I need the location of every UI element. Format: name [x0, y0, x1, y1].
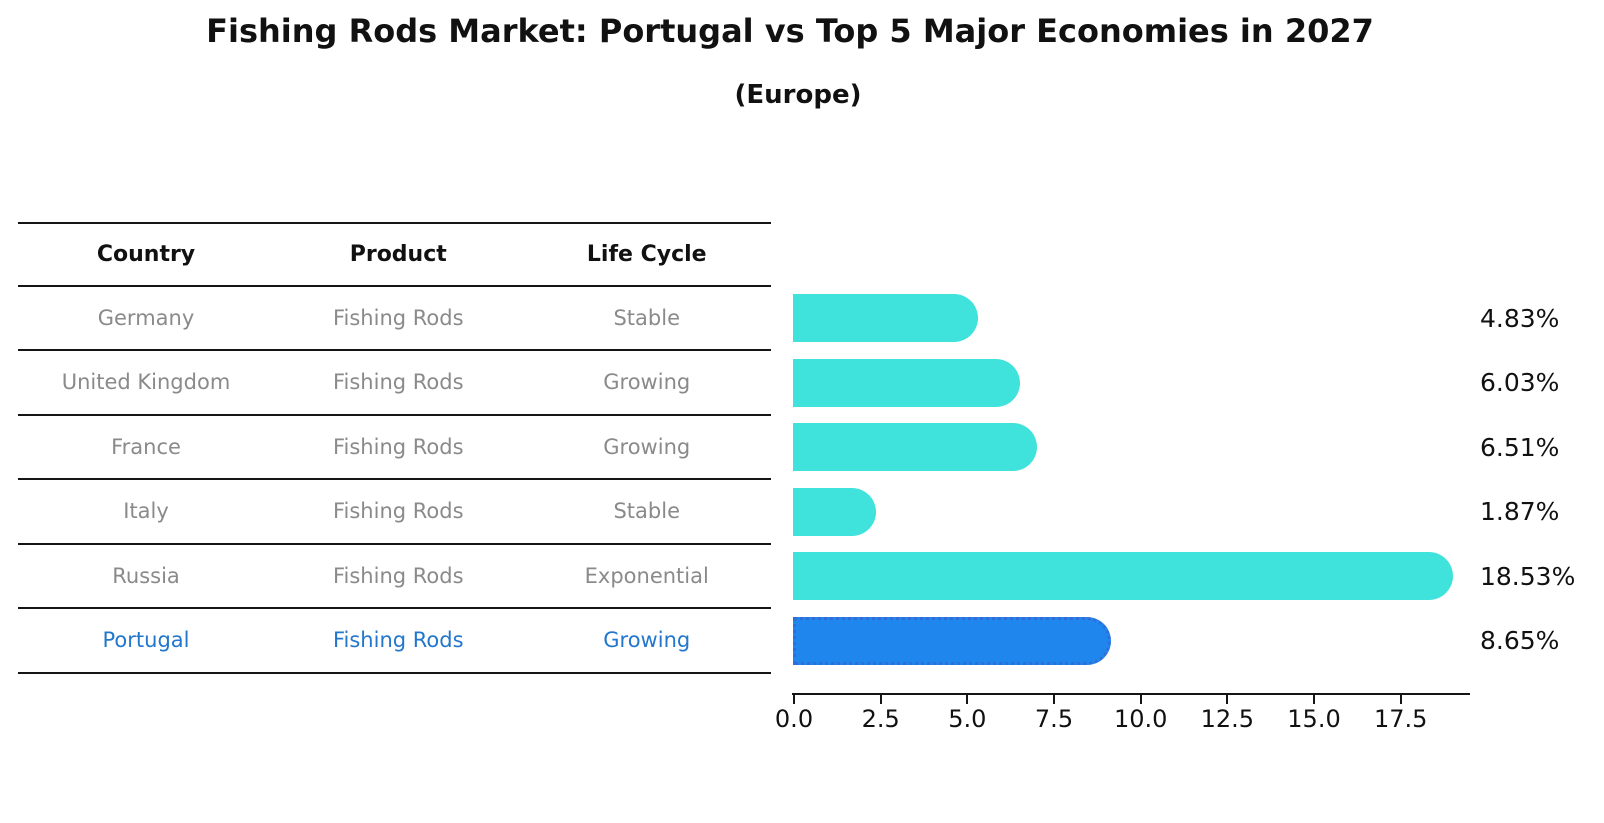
bar-row: [793, 480, 1469, 545]
x-tick-mark: [793, 695, 795, 704]
column-header-life-cycle: Life Cycle: [586, 241, 707, 267]
life-cycle-cell: Stable: [613, 305, 680, 330]
x-tick-mark: [1399, 695, 1402, 704]
bar: [793, 294, 979, 342]
bar-value-label: 8.65%: [1480, 626, 1560, 656]
x-tick-label: 17.5: [1373, 705, 1428, 733]
life-cycle-cell: Growing: [603, 434, 691, 459]
x-tick-mark: [879, 695, 882, 704]
x-tick-mark: [1226, 695, 1229, 704]
life-cycle-cell: Growing: [603, 628, 691, 653]
bar-row: [793, 415, 1469, 480]
bar-value-label: 6.51%: [1480, 432, 1560, 462]
country-cell: Germany: [97, 305, 195, 330]
table-row: France Fishing Rods Growing: [18, 416, 771, 480]
country-cell: Portugal: [102, 628, 190, 653]
life-cycle-cell: Stable: [613, 499, 680, 524]
table-row-highlighted: Portugal Fishing Rods Growing: [18, 609, 771, 674]
table-row: Italy Fishing Rods Stable: [18, 480, 771, 545]
table-row: Germany Fishing Rods Stable: [18, 287, 771, 351]
table-row: Russia Fishing Rods Exponential: [18, 545, 771, 609]
bar-value-label: 6.03%: [1480, 368, 1560, 398]
bar: [793, 487, 876, 536]
x-tick-label: 0.0: [774, 705, 814, 733]
bar-row: [793, 351, 1469, 416]
product-cell: Fishing Rods: [332, 434, 464, 459]
x-tick-mark: [966, 695, 969, 704]
bar-row: [793, 544, 1469, 609]
product-cell: Fishing Rods: [332, 628, 464, 653]
product-cell: Fishing Rods: [332, 370, 464, 395]
x-tick-label: 7.5: [1034, 705, 1074, 733]
chart-title: Fishing Rods Market: Portugal vs Top 5 M…: [206, 12, 1374, 50]
product-cell: Fishing Rods: [332, 305, 464, 330]
x-tick-label: 15.0: [1287, 705, 1341, 733]
country-table: Country Product Life Cycle Germany Fishi…: [18, 222, 771, 674]
value-label-column: 4.83% 6.03% 6.51% 1.87% 18.53% 8.65%: [1480, 286, 1600, 673]
x-tick-label: 12.5: [1200, 705, 1255, 733]
bar: [793, 552, 1454, 600]
table-row: United Kingdom Fishing Rods Growing: [18, 351, 771, 416]
x-tick-mark: [1053, 695, 1055, 704]
chart-subtitle: (Europe): [734, 80, 862, 110]
bar-plot-area: [793, 286, 1469, 673]
x-tick-mark: [1139, 695, 1142, 704]
life-cycle-cell: Exponential: [584, 563, 709, 588]
bar: [793, 358, 1021, 407]
bar-highlighted: [793, 616, 1111, 665]
product-cell: Fishing Rods: [332, 499, 464, 524]
column-header-product: Product: [349, 241, 447, 267]
bar-row: [793, 609, 1469, 674]
bar-value-label: 4.83%: [1480, 303, 1560, 333]
bar: [793, 423, 1037, 471]
x-tick-label: 5.0: [948, 705, 987, 733]
bar-value-label: 1.87%: [1480, 497, 1560, 527]
x-tick-label: 10.0: [1113, 705, 1168, 733]
x-tick-mark: [1313, 695, 1315, 704]
country-cell: Russia: [112, 563, 180, 588]
x-axis-line: [792, 693, 1470, 695]
bar-value-label: 18.53%: [1480, 561, 1576, 591]
product-cell: Fishing Rods: [332, 563, 464, 588]
country-cell: France: [111, 434, 181, 459]
life-cycle-cell: Growing: [603, 370, 691, 395]
bar-row: [793, 286, 1469, 351]
country-cell: United Kingdom: [61, 370, 231, 395]
x-tick-label: 2.5: [861, 705, 900, 733]
column-header-country: Country: [96, 241, 196, 267]
table-header-row: Country Product Life Cycle: [18, 222, 771, 287]
country-cell: Italy: [123, 499, 169, 524]
